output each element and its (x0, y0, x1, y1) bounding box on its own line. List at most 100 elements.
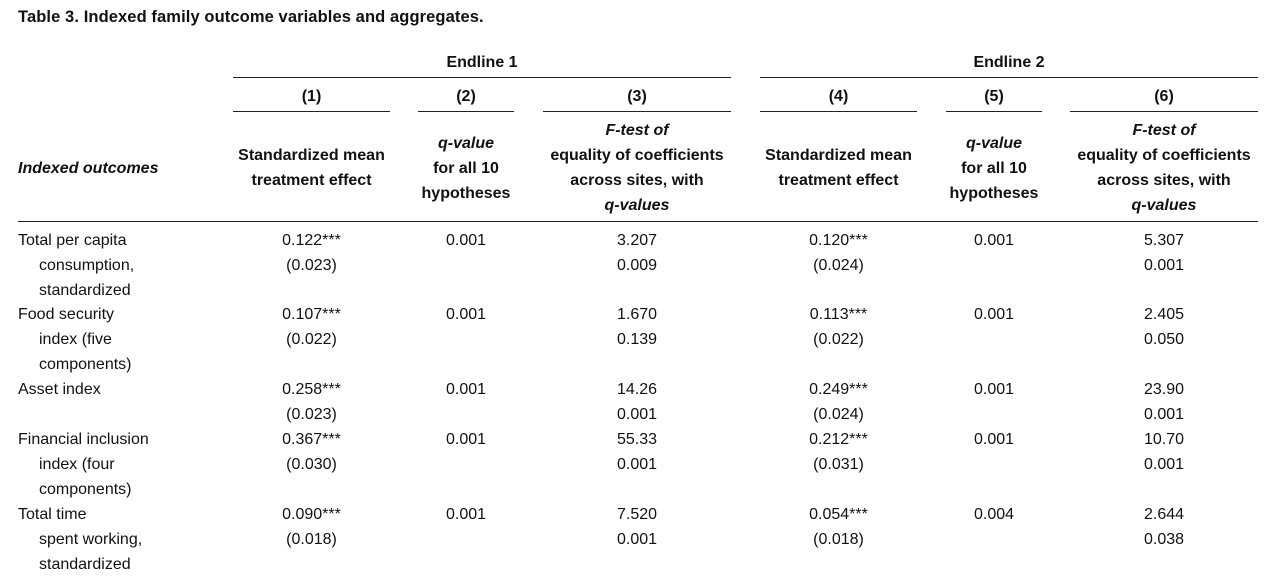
cell-subvalue: 0.009 (616, 257, 658, 274)
table-cell-col2: 0.001 (418, 302, 514, 327)
cell-value: 0.212*** (809, 431, 868, 448)
table-cell-col6: 5.307 0.001 (1070, 228, 1258, 278)
col-num-3: (3) (627, 88, 647, 105)
cell-subvalue: (0.024) (813, 406, 864, 423)
col-desc-4: Standardized mean treatment effect (765, 147, 912, 189)
col-desc-5: q-value for all 10 hypotheses (949, 135, 1039, 202)
cell-subvalue: (0.030) (286, 456, 337, 473)
cell-value: 0.113*** (809, 306, 868, 323)
cell-subvalue: 0.139 (616, 331, 658, 348)
col-num-4: (4) (828, 88, 849, 105)
col-desc-6: F-test of equality of coefficients across … (1077, 122, 1251, 214)
table-cell-col2: 0.001 (418, 377, 514, 402)
table-cell-col5: 0.001 (946, 427, 1042, 452)
row-label: Total time spent working, standardized (18, 502, 142, 577)
row-label: Financial inclusion index (four components… (18, 427, 149, 502)
col-desc-1: Standardized mean treatment effect (238, 147, 385, 189)
col-rule-2 (418, 111, 514, 112)
col-num-5: (5) (984, 88, 1004, 105)
row-label: Total per capita consumption, standardized (18, 228, 134, 303)
table-cell-col1: 0.122*** (0.023) (233, 228, 390, 278)
cell-subvalue: 0.001 (616, 531, 658, 548)
cell-value: 0.001 (445, 506, 487, 523)
col-rule-5 (946, 111, 1042, 112)
cell-subvalue: 0.001 (1143, 406, 1185, 423)
row-label-line: index (four (39, 456, 115, 473)
table-cell-col3: 3.207 0.009 (543, 228, 731, 278)
cell-value: 0.367*** (282, 431, 341, 448)
row-label-line: standardized (39, 282, 131, 299)
row-header-label: Indexed outcomes (18, 160, 159, 177)
table-cell-col3: 7.520 0.001 (543, 502, 731, 552)
cell-subvalue: (0.018) (286, 531, 337, 548)
cell-subvalue: (0.018) (813, 531, 864, 548)
row-label-line: spent working, (39, 531, 143, 548)
col-rule-1 (233, 111, 390, 112)
table-cell-col6: 2.644 0.038 (1070, 502, 1258, 552)
table-cell-col1: 0.107*** (0.022) (233, 302, 390, 352)
col-rule-3 (543, 111, 731, 112)
table-cell-col1: 0.090*** (0.018) (233, 502, 390, 552)
col-rule-6 (1070, 111, 1258, 112)
cell-value: 0.001 (445, 306, 487, 323)
row-label-line: Total per capita (18, 232, 127, 249)
table-cell-col3: 55.33 0.001 (543, 427, 731, 477)
table-caption: Table 3. Indexed family outcome variable… (18, 8, 484, 26)
cell-subvalue: (0.023) (286, 406, 337, 423)
table-cell-col5: 0.001 (946, 228, 1042, 253)
cell-subvalue: (0.024) (813, 257, 864, 274)
table-cell-col2: 0.001 (418, 228, 514, 253)
table-cell-col1: 0.367*** (0.030) (233, 427, 390, 477)
cell-value: 0.001 (973, 306, 1015, 323)
row-label-line: standardized (39, 556, 131, 573)
col-rule-4 (760, 111, 917, 112)
cell-value: 0.120*** (809, 232, 868, 249)
row-label: Asset index (18, 377, 101, 402)
cell-value: 0.249*** (809, 381, 868, 398)
cell-value: 55.33 (616, 431, 658, 448)
cell-value: 2.405 (1143, 306, 1185, 323)
table-cell-col5: 0.001 (946, 377, 1042, 402)
cell-subvalue: 0.001 (1143, 257, 1185, 274)
table-cell-col5: 0.001 (946, 302, 1042, 327)
table-cell-col1: 0.258*** (0.023) (233, 377, 390, 427)
cell-subvalue: (0.023) (286, 257, 337, 274)
cell-value: 0.107*** (282, 306, 341, 323)
table-cell-col6: 23.90 0.001 (1070, 377, 1258, 427)
table-cell-col5: 0.004 (946, 502, 1042, 527)
cell-value: 0.001 (445, 431, 487, 448)
group-header-endline-2: Endline 2 (973, 54, 1045, 71)
row-label-line: consumption, (39, 257, 135, 274)
col-desc-2: q-value for all 10 hypotheses (421, 135, 511, 202)
header-bottom-rule (18, 221, 1258, 222)
cell-value: 7.520 (616, 506, 658, 523)
row-label-line: Total time (18, 506, 87, 523)
col-num-1: (1) (301, 88, 322, 105)
row-label-line: index (five (39, 331, 112, 348)
cell-subvalue: (0.022) (813, 331, 864, 348)
table-cell-col2: 0.001 (418, 427, 514, 452)
cell-subvalue: (0.022) (286, 331, 337, 348)
table-cell-col3: 14.26 0.001 (543, 377, 731, 427)
table-cell-col6: 2.405 0.050 (1070, 302, 1258, 352)
cell-value: 0.001 (973, 232, 1015, 249)
cell-value: 0.258*** (282, 381, 341, 398)
cell-subvalue: 0.001 (616, 406, 658, 423)
table-cell-col4: 0.249*** (0.024) (760, 377, 917, 427)
cell-value: 2.644 (1143, 506, 1185, 523)
table-cell-col4: 0.120*** (0.024) (760, 228, 917, 278)
cell-value: 14.26 (616, 381, 658, 398)
cell-value: 0.001 (445, 232, 487, 249)
cell-subvalue: 0.001 (1143, 456, 1185, 473)
row-label-line: Financial inclusion (18, 431, 149, 448)
group-rule-endline-2 (760, 77, 1258, 78)
cell-value: 0.122*** (282, 232, 341, 249)
cell-value: 0.004 (973, 506, 1015, 523)
table-cell-col3: 1.670 0.139 (543, 302, 731, 352)
cell-value: 0.001 (973, 431, 1015, 448)
cell-value: 10.70 (1143, 431, 1185, 448)
cell-value: 0.054*** (809, 506, 868, 523)
row-label: Food security index (five components) (18, 302, 132, 377)
table-cell-col4: 0.212*** (0.031) (760, 427, 917, 477)
cell-subvalue: 0.050 (1143, 331, 1185, 348)
